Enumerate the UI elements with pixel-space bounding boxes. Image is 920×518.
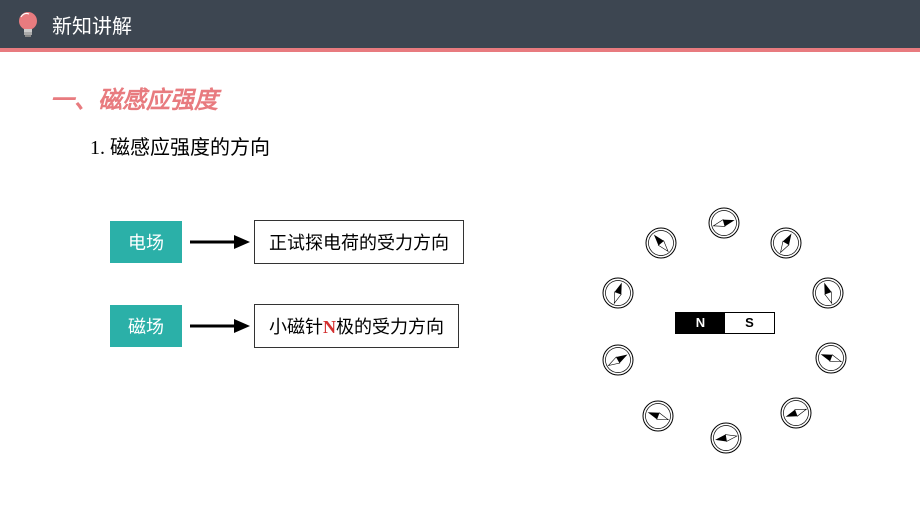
concept-label-box: 磁场 bbox=[110, 305, 182, 347]
arrow-icon bbox=[190, 232, 250, 252]
compass-icon bbox=[815, 342, 847, 374]
magnet-south: S bbox=[725, 313, 774, 333]
compass-icon bbox=[812, 277, 844, 309]
magnet-diagram: N S bbox=[570, 182, 870, 462]
magnet-north: N bbox=[676, 313, 725, 333]
compass-icon bbox=[645, 227, 677, 259]
concept-desc-box: 正试探电荷的受力方向 bbox=[254, 220, 464, 264]
compass-icon bbox=[770, 227, 802, 259]
lightbulb-icon bbox=[12, 8, 44, 40]
bar-magnet: N S bbox=[675, 312, 775, 334]
desc-text: 极的受力方向 bbox=[336, 317, 444, 337]
header-title: 新知讲解 bbox=[52, 10, 132, 39]
compass-icon bbox=[602, 344, 634, 376]
desc-emphasis: N bbox=[323, 317, 336, 337]
compass-icon bbox=[602, 277, 634, 309]
concept-label-box: 电场 bbox=[110, 221, 182, 263]
compass-icon bbox=[708, 207, 740, 239]
compass-icon bbox=[710, 422, 742, 454]
section-title: 一、磁感应强度 bbox=[50, 80, 870, 115]
header-bar: 新知讲解 bbox=[0, 0, 920, 48]
sub-title: 1. 磁感应强度的方向 bbox=[90, 131, 870, 160]
compass-icon bbox=[642, 400, 674, 432]
desc-text: 小磁针 bbox=[269, 317, 323, 337]
slide-content: 一、磁感应强度 1. 磁感应强度的方向 电场正试探电荷的受力方向磁场小磁针N极的… bbox=[0, 52, 920, 348]
compass-icon bbox=[780, 397, 812, 429]
arrow-icon bbox=[190, 316, 250, 336]
concept-desc-box: 小磁针N极的受力方向 bbox=[254, 304, 459, 348]
